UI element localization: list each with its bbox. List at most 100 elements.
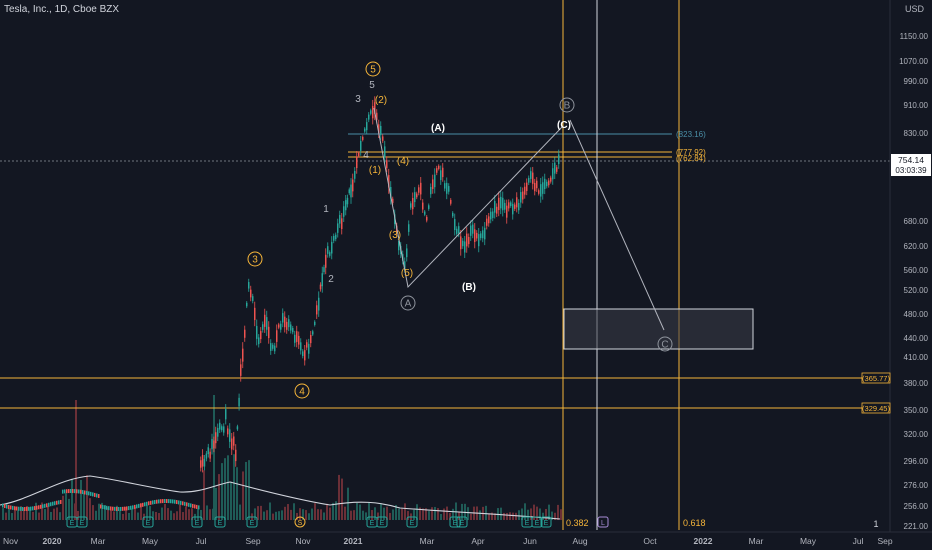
candle-body [327, 246, 329, 254]
candle-body [170, 499, 172, 504]
volume-bar [524, 503, 526, 520]
volume-bar [443, 508, 445, 520]
candle-body [110, 506, 112, 511]
candle-body [454, 219, 456, 231]
volume-bar [548, 504, 550, 520]
volume-bar [551, 511, 553, 520]
level-tag-762: (762.84) [676, 154, 706, 163]
volume-bar [389, 512, 391, 520]
volume-bar [254, 508, 256, 520]
event-marker-12: E [460, 520, 465, 527]
volume-bar [17, 510, 19, 520]
candle-body [476, 232, 478, 239]
volume-bar [242, 471, 244, 520]
candle-body [390, 186, 392, 199]
volume-bar [446, 506, 448, 520]
event-marker-3: E [146, 520, 151, 527]
candle-body [22, 506, 24, 511]
candle-body [172, 499, 174, 504]
volume-bar [416, 504, 418, 520]
volume-bar [104, 505, 106, 520]
candle-body [94, 492, 96, 497]
candle-body [524, 186, 526, 195]
currency-label[interactable]: USD [904, 4, 924, 14]
candle-body [90, 491, 92, 496]
price-tick-label: 680.00 [904, 217, 929, 226]
candle-body [284, 316, 286, 328]
event-marker-box [597, 516, 609, 528]
event-marker-11: E [453, 520, 458, 527]
level-tag-365: (365.77) [862, 374, 890, 383]
candle-body [44, 503, 46, 508]
candle-body [300, 342, 302, 351]
candle-body [404, 261, 406, 269]
volume-bar [182, 512, 184, 520]
volume-bar [77, 511, 79, 520]
time-tick-label: 2020 [43, 536, 62, 546]
level-tag-823: (823.16) [676, 130, 706, 139]
candle-body [178, 500, 180, 505]
candle-body [337, 223, 339, 233]
candle-body [331, 241, 333, 254]
candle-body [540, 184, 542, 197]
event-marker-9: E [380, 520, 385, 527]
event-marker-14: E [535, 520, 540, 527]
candle-body [156, 499, 158, 504]
candle-body [542, 182, 544, 194]
time-tick-label: May [142, 536, 159, 546]
candle-body [231, 438, 233, 450]
candle-body [482, 230, 484, 239]
event-marker-box [191, 516, 203, 528]
volume-bar [32, 511, 34, 520]
candle-body [64, 489, 66, 494]
candle-body [108, 506, 110, 511]
volume-bar [401, 508, 403, 520]
volume-bar [176, 511, 178, 520]
time-tick-label: Sep [877, 536, 892, 546]
candle-body [466, 233, 468, 247]
volume-bar [86, 475, 88, 520]
wave-label-bracket-2: (C) [557, 120, 571, 131]
candle-body [168, 499, 170, 504]
candle-body [52, 501, 54, 506]
candle-body [378, 124, 380, 134]
candle-body [450, 199, 452, 204]
volume-bar [65, 493, 67, 520]
volume-bar [449, 512, 451, 520]
volume-bar [491, 512, 493, 520]
volume-bar [383, 507, 385, 520]
volume-bar [353, 510, 355, 520]
volume-bar [287, 504, 289, 520]
volume-bar [266, 510, 268, 520]
candle-body [292, 328, 294, 333]
candle-body [370, 110, 372, 114]
price-tick-label: 380.00 [904, 379, 929, 388]
candle-body [356, 156, 358, 169]
volume-bar [59, 512, 61, 520]
volume-bar [215, 487, 217, 520]
price-tick-label: 320.00 [904, 430, 929, 439]
candle-body [358, 152, 360, 157]
volume-bar [359, 504, 361, 520]
candle-body [440, 170, 442, 181]
volume-bar [296, 512, 298, 520]
candle-body [266, 317, 268, 330]
candle-body [201, 454, 204, 467]
event-marker-13: E [525, 520, 530, 527]
candle-body [260, 331, 262, 340]
event-marker-ring [294, 516, 306, 528]
candle-body [36, 505, 38, 510]
volume-bar [116, 505, 118, 520]
volume-bar [428, 511, 430, 520]
volume-bar [41, 502, 43, 520]
volume-bar [26, 505, 28, 520]
event-marker-box [214, 516, 226, 528]
volume-bar [62, 495, 64, 520]
candle-body [196, 504, 198, 509]
candle-body [406, 248, 408, 258]
volume-bar [425, 508, 427, 520]
candle-body [556, 167, 558, 172]
volume-bar [500, 507, 502, 520]
